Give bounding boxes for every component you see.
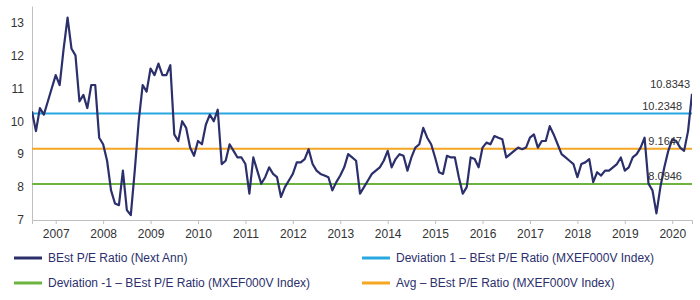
y-tick-label: 13 bbox=[11, 16, 25, 30]
y-tick-label: 11 bbox=[12, 82, 25, 96]
x-tick: 2017 bbox=[517, 220, 544, 241]
x-tick-mark bbox=[388, 220, 389, 224]
x-tick-label: 2011 bbox=[233, 227, 259, 241]
plot: 7891011121320072008200920102011201220132… bbox=[11, 7, 693, 241]
legend-label: Avg – BEst P/E Ratio (MXEF000V Index) bbox=[396, 276, 615, 290]
legend-label: Deviation -1 – BEst P/E Ratio (MXEF000V … bbox=[48, 276, 310, 290]
reference-line bbox=[32, 183, 692, 185]
y-tick-label: 12 bbox=[11, 49, 25, 63]
legend: BEst P/E Ratio (Next Ann) Deviation 1 – B… bbox=[14, 251, 654, 290]
x-tick-label: 2017 bbox=[517, 227, 544, 241]
legend-swatch bbox=[14, 257, 42, 260]
x-tick-mark bbox=[483, 220, 484, 224]
x-axis-line bbox=[33, 221, 693, 225]
y-tick-label: 7 bbox=[17, 213, 24, 227]
legend-item: Deviation -1 – BEst P/E Ratio (MXEF000V … bbox=[14, 276, 310, 290]
y-tick-label: 10 bbox=[11, 115, 25, 129]
y-axis: 7 8 9 10 11 12 13 bbox=[11, 7, 33, 228]
y-tick-label: 9 bbox=[17, 147, 24, 161]
x-tick-label: 2018 bbox=[565, 227, 592, 241]
x-tick-mark bbox=[293, 220, 294, 224]
reference-label: 8.0946 bbox=[648, 170, 682, 182]
x-tick: 2012 bbox=[280, 220, 307, 241]
last-value-label: 10.8343 bbox=[650, 78, 690, 90]
x-tick-mark bbox=[577, 220, 578, 224]
y-tick: 9 bbox=[17, 147, 32, 161]
labels: 10.2348 8.0946 9.1647 10.8343 bbox=[642, 78, 690, 182]
x-tick: 2009 bbox=[138, 220, 165, 241]
series-line bbox=[32, 18, 692, 216]
x-tick-mark bbox=[103, 220, 104, 224]
legend-item: Avg – BEst P/E Ratio (MXEF000V Index) bbox=[362, 276, 615, 290]
legend-swatch bbox=[14, 282, 42, 285]
y-tick-label: 8 bbox=[17, 180, 24, 194]
legend-swatch bbox=[362, 257, 390, 260]
reference-label: 9.1647 bbox=[648, 135, 682, 147]
legend-item: BEst P/E Ratio (Next Ann) bbox=[14, 251, 187, 265]
x-tick: 2008 bbox=[90, 220, 117, 241]
x-tick: 2020 bbox=[659, 220, 686, 241]
x-tick-label: 2014 bbox=[375, 227, 402, 241]
x-tick-label: 2008 bbox=[90, 227, 117, 241]
x-tick-mark bbox=[435, 220, 436, 224]
legend-item: Deviation 1 – BEst P/E Ratio (MXEF000V I… bbox=[362, 251, 654, 265]
x-tick: 2015 bbox=[422, 220, 449, 241]
x-tick-label: 2016 bbox=[470, 227, 497, 241]
x-tick: 2018 bbox=[565, 220, 592, 241]
chart: 7891011121320072008200920102011201220132… bbox=[0, 0, 700, 300]
legend-swatch bbox=[362, 282, 390, 285]
x-tick-label: 2013 bbox=[327, 227, 354, 241]
y-tick: 7 bbox=[17, 213, 32, 227]
x-tick-label: 2010 bbox=[185, 227, 212, 241]
x-tick: 2007 bbox=[43, 220, 70, 241]
reference-line bbox=[32, 148, 692, 150]
x-tick: 2014 bbox=[375, 220, 402, 241]
x-tick: 2010 bbox=[185, 220, 212, 241]
x-tick: 2019 bbox=[612, 220, 639, 241]
x-tick-mark bbox=[245, 220, 246, 224]
marks bbox=[32, 18, 692, 216]
x-tick-label: 2019 bbox=[612, 227, 639, 241]
legend-label: Deviation 1 – BEst P/E Ratio (MXEF000V I… bbox=[396, 251, 654, 265]
x-axis: 2007 2008 2009 2010 2011 2012 2013 2014 2015 2016… bbox=[33, 220, 693, 241]
y-tick: 13 bbox=[11, 16, 32, 30]
y-tick: 12 bbox=[11, 49, 32, 63]
y-tick: 11 bbox=[12, 82, 32, 96]
y-tick: 10 bbox=[11, 115, 32, 129]
reference-line bbox=[32, 113, 692, 115]
x-tick-label: 2020 bbox=[659, 227, 686, 241]
x-tick-label: 2012 bbox=[280, 227, 307, 241]
x-tick-mark bbox=[151, 220, 152, 224]
x-tick-label: 2009 bbox=[138, 227, 165, 241]
x-tick-mark bbox=[56, 220, 57, 224]
x-tick: 2016 bbox=[470, 220, 497, 241]
x-tick-mark bbox=[672, 220, 673, 224]
x-tick-label: 2015 bbox=[422, 227, 449, 241]
x-tick-mark bbox=[198, 220, 199, 224]
x-tick: 2013 bbox=[327, 220, 354, 241]
x-tick-mark bbox=[530, 220, 531, 224]
y-tick: 8 bbox=[17, 180, 32, 194]
legend-label: BEst P/E Ratio (Next Ann) bbox=[48, 251, 187, 265]
x-tick-mark bbox=[340, 220, 341, 224]
x-tick-mark bbox=[625, 220, 626, 224]
x-tick-label: 2007 bbox=[43, 227, 70, 241]
x-tick: 2011 bbox=[233, 220, 259, 241]
reference-label: 10.2348 bbox=[642, 100, 682, 112]
